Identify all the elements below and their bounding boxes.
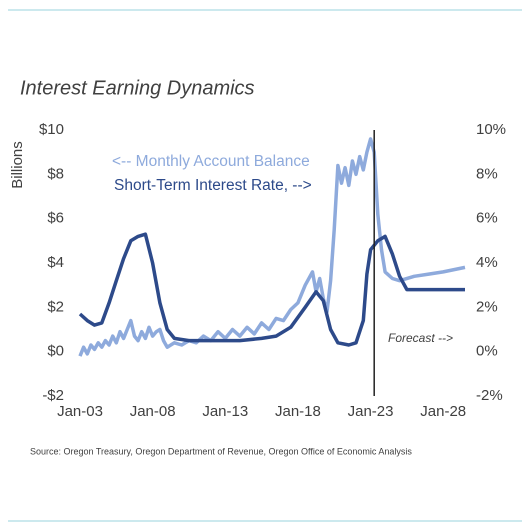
x-tick-label: Jan-13 <box>202 403 248 420</box>
y-tick-label: $0 <box>47 343 64 360</box>
legend-entry: <-- Monthly Account Balance <box>112 153 310 170</box>
y-tick-label: -$2 <box>42 387 64 404</box>
series-line <box>78 232 465 347</box>
chart-title: Interest Earning Dynamics <box>20 77 255 99</box>
legend-entry: Short-Term Interest Rate, --> <box>114 177 312 194</box>
annotation: Forecast --> <box>388 331 453 345</box>
y2-tick-label: 0% <box>476 343 498 360</box>
y2-tick-label: 2% <box>476 298 498 315</box>
y-tick-label: $8 <box>47 165 64 182</box>
y2-tick-label: 6% <box>476 210 498 227</box>
x-tick-label: Jan-08 <box>130 403 176 420</box>
series-line <box>78 137 466 357</box>
x-tick-label: Jan-03 <box>57 403 103 420</box>
x-tick-label: Jan-28 <box>420 403 466 420</box>
y-tick-label: $4 <box>47 254 64 271</box>
y2-tick-label: 8% <box>476 165 498 182</box>
y-tick-label: $6 <box>47 210 64 227</box>
y-axis-label: Billions <box>9 141 26 189</box>
y2-tick-label: 10% <box>476 121 506 138</box>
y-tick-label: $2 <box>47 298 64 315</box>
source-note: Source: Oregon Treasury, Oregon Departme… <box>30 446 412 456</box>
y2-tick-label: 4% <box>476 254 498 271</box>
y2-tick-label: -2% <box>476 387 503 404</box>
y-tick-label: $10 <box>39 121 64 138</box>
x-tick-label: Jan-23 <box>348 403 394 420</box>
x-tick-label: Jan-18 <box>275 403 321 420</box>
